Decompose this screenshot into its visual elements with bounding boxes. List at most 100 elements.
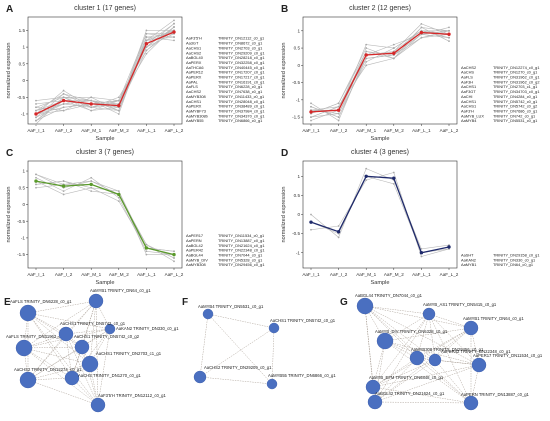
- legend-id: TRINITY_DN40445_c0_g1: [218, 65, 265, 70]
- legend-gene: AaFLS: [186, 84, 198, 89]
- legend-gene: AaMYB55: [186, 118, 204, 123]
- network-node-label: AaMYB_AS1 TRINITY_DN5415_c0_g1: [423, 302, 497, 307]
- x-tick-label: AaF_M_2: [109, 272, 129, 277]
- legend-id: TRINITY_DN17217_c0_g1: [218, 75, 265, 80]
- series-point: [35, 173, 37, 176]
- legend-id: TRINITY_DN2703_c1_g1: [493, 84, 537, 89]
- network-edge: [374, 357, 418, 403]
- series-point: [448, 29, 450, 32]
- series-point: [35, 186, 37, 189]
- series-point: [310, 102, 312, 105]
- legend-id: TRINITY_DN21624_c0_g1: [218, 243, 265, 248]
- network-node-label: AaCHS2 TRINITY_DN29209_c0_g1: [204, 365, 272, 370]
- legend-gene: AaF3H: [461, 79, 473, 84]
- legend-id: TRINITY_DN7686_c0_g1: [493, 108, 537, 113]
- series-point: [90, 109, 93, 112]
- series-point: [310, 116, 312, 118]
- series-point: [90, 176, 93, 179]
- centroid-point: [172, 252, 176, 257]
- series-point: [117, 113, 120, 115]
- x-tick-label: AaF_M_1: [356, 272, 376, 277]
- legend-id: TRINITY_DN37984_c0_g1: [218, 108, 265, 113]
- centroid-point: [447, 245, 451, 249]
- legend-gene: AaCHS1: [186, 99, 201, 104]
- network-node-label: AaPER42 TRINITY_DN22348_c0_g1: [441, 349, 511, 354]
- legend-gene: AaPERN: [186, 238, 202, 243]
- network-edge: [428, 313, 472, 404]
- series-point: [420, 247, 423, 250]
- network-node: [104, 323, 116, 335]
- legend-id: TRINITY_DN330_c0_g1: [493, 257, 535, 262]
- legend-gene: AaTHCA6: [186, 65, 204, 70]
- panel-title: cluster 3 (7 genes): [76, 149, 134, 156]
- network-E: E AaFLS TRINITY_DN6228_c0_g1 AaMYB1 TRINIT…: [4, 288, 179, 413]
- y-tick-label: 0.5: [294, 46, 301, 51]
- legend-gene: AaF3GT: [461, 89, 476, 94]
- network-node: [463, 320, 479, 336]
- network-edges: [199, 313, 275, 385]
- centroid-point: [34, 179, 38, 183]
- network-node: [376, 332, 394, 350]
- centroid-point: [61, 184, 66, 188]
- series-line: [35, 26, 175, 115]
- legend-gene: AaF3'H: [461, 108, 474, 113]
- legend-gene: AaCHS2: [186, 89, 201, 94]
- legend-id: TRINITY_DN742_c0_g1: [493, 113, 535, 118]
- y-tick-label: -1: [296, 250, 301, 255]
- network-edge: [27, 328, 111, 381]
- series-point: [173, 26, 175, 28]
- legend-gene: AaMYB_LUX: [461, 113, 484, 118]
- legend-id: TRINITY_DN22348_c0_g1: [218, 248, 265, 253]
- network-node: [74, 339, 90, 355]
- x-axis-label: Sample: [96, 280, 115, 286]
- legend-id: TRINITY_DN34703_c0_g1: [493, 89, 540, 94]
- series-point: [365, 179, 368, 182]
- series-point: [420, 26, 423, 29]
- network-edge: [374, 313, 430, 403]
- series-point: [117, 190, 120, 192]
- network-edge: [428, 313, 436, 361]
- series-point: [173, 260, 175, 263]
- legend-gene: AaSHT: [461, 252, 474, 257]
- centroid-point: [89, 182, 93, 187]
- x-tick-label: AaF_M_1: [356, 128, 376, 133]
- network-edges: [364, 305, 480, 404]
- series-point: [337, 112, 340, 115]
- network-edge: [81, 346, 99, 406]
- series-point: [62, 89, 65, 92]
- y-tick-label: -1: [21, 112, 26, 117]
- x-axis-label: Sample: [371, 280, 390, 286]
- series-point: [173, 36, 175, 38]
- series-point: [62, 193, 65, 196]
- series-point: [173, 19, 175, 22]
- y-tick-label: -1: [21, 236, 26, 241]
- series-point: [448, 36, 450, 39]
- network-edge: [374, 327, 472, 403]
- legend-gene: AaFLS: [461, 75, 473, 80]
- series-point: [62, 109, 65, 112]
- y-tick-label: -0.5: [17, 95, 25, 100]
- series-point: [62, 106, 65, 109]
- network-edge: [199, 327, 275, 378]
- network-node-label: AaPERN TRINITY_DN13887_c0_g1: [461, 392, 530, 397]
- network-node-label: AaBGL44 TRINITY_DN7044_c0_g1: [355, 293, 423, 298]
- legend-gene: AaCHI: [461, 94, 472, 99]
- series-point: [117, 196, 120, 199]
- series-point: [145, 253, 148, 256]
- legend-gene: AaCHS1: [461, 84, 476, 89]
- network-edge: [23, 347, 99, 406]
- network-node-label: AaCHS TRINITY_DN1270_c0_g1: [78, 373, 141, 378]
- series-point: [365, 64, 368, 67]
- series-point: [365, 50, 368, 53]
- centroid-line: [310, 175, 450, 254]
- network-edge: [364, 305, 472, 404]
- legend-gene: AaPER17: [186, 233, 203, 238]
- series-point: [365, 47, 368, 49]
- centroid-point: [364, 53, 368, 57]
- network-edge: [23, 328, 111, 349]
- series-line: [35, 174, 174, 255]
- legend-id: TRINITY_DN29158_c0_g1: [493, 252, 540, 257]
- series-point: [62, 93, 65, 95]
- y-tick-label: -1.5: [292, 115, 300, 120]
